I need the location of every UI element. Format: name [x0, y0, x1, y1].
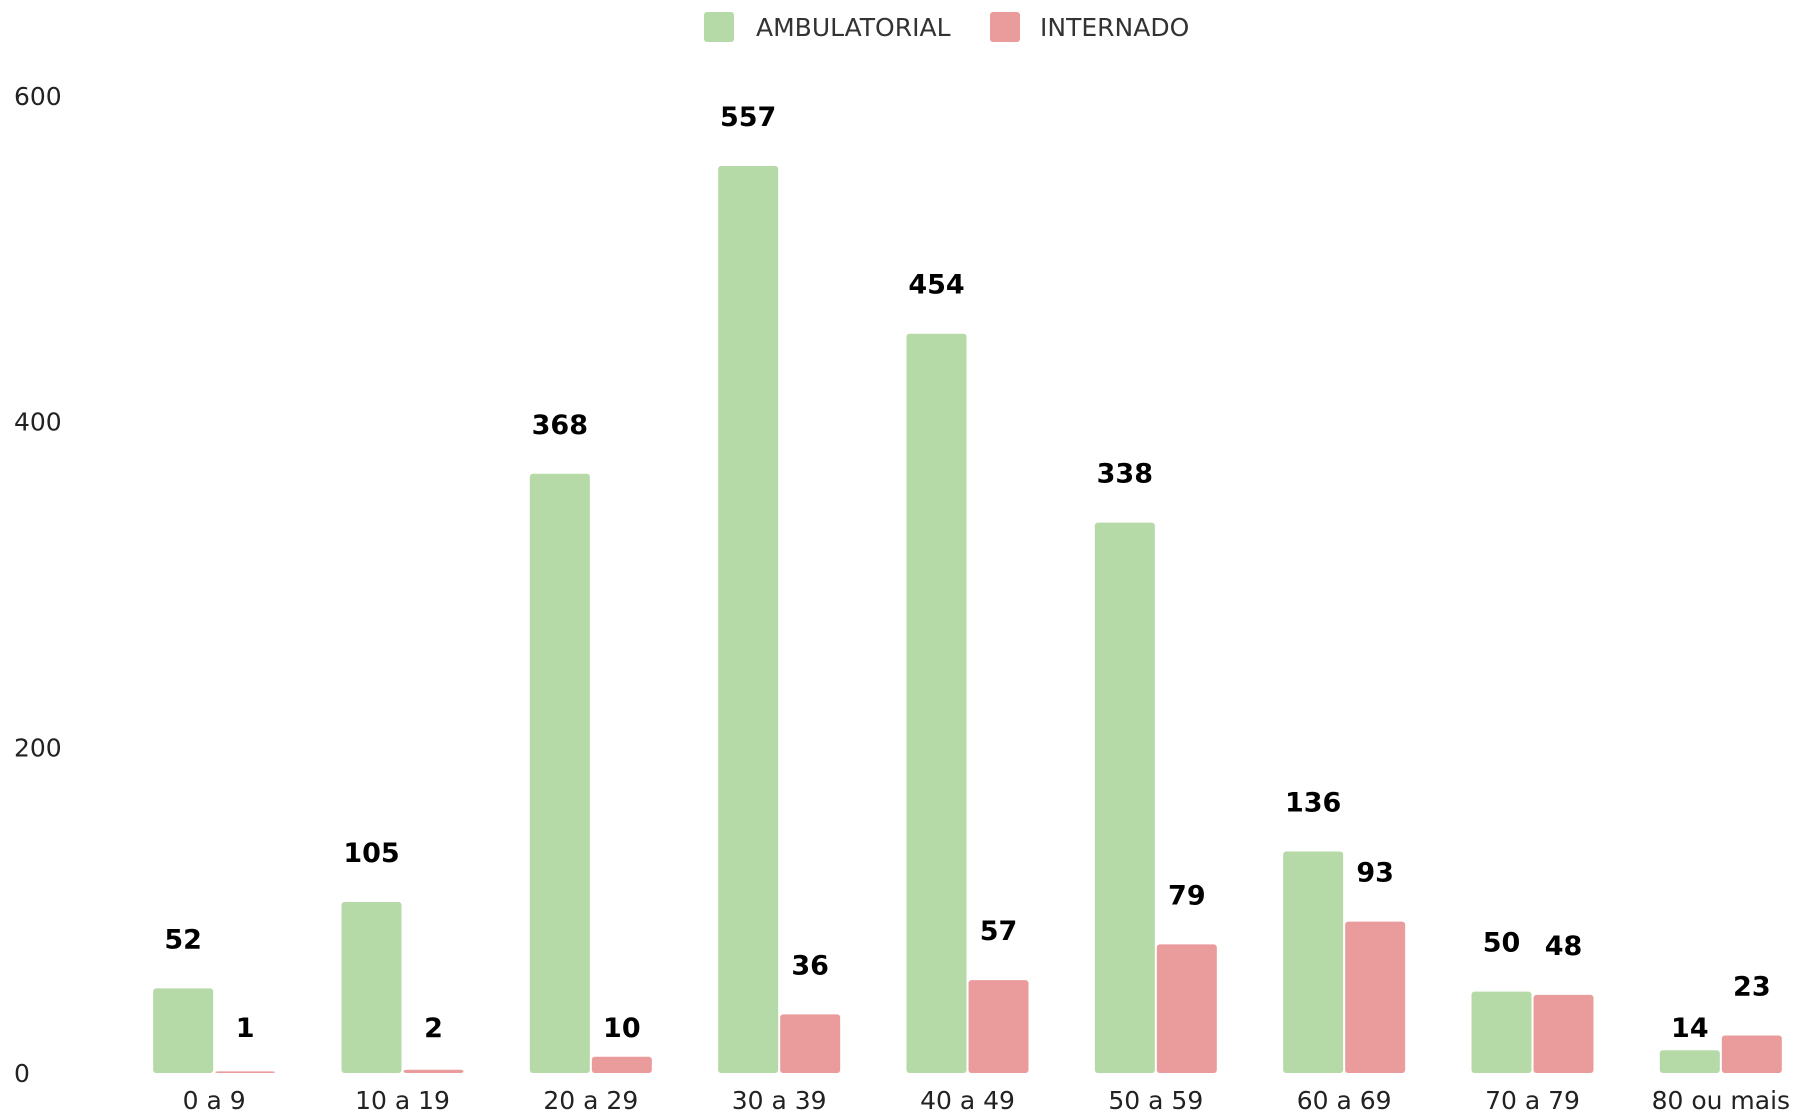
legend-swatch-2: [990, 12, 1020, 42]
data-label: 105: [343, 838, 399, 869]
x-tick-label: 60 a 69: [1297, 1086, 1392, 1115]
data-label: 10: [603, 1013, 641, 1044]
bar-internado: [1533, 994, 1594, 1073]
x-axis: 0 a 9 10 a 19 20 a 29 30 a 39 40 a 49 50 a 59…: [183, 1086, 1790, 1115]
data-label: 338: [1097, 459, 1153, 490]
data-label: 14: [1671, 1013, 1709, 1044]
data-label: 36: [791, 950, 829, 981]
y-axis: 0 200 400 600: [14, 82, 62, 1088]
bar-ambulatorial: [718, 166, 779, 1074]
data-label: 48: [1545, 931, 1583, 962]
bar-ambulatorial: [153, 988, 214, 1073]
bar-ambulatorial: [1094, 522, 1155, 1073]
bar-internado: [1345, 921, 1406, 1073]
bar-internado: [215, 1071, 276, 1073]
data-label: 557: [720, 102, 776, 133]
bar-internado: [1721, 1035, 1782, 1073]
bar-ambulatorial: [906, 333, 967, 1073]
data-label: 1: [236, 1013, 255, 1044]
data-label: 79: [1168, 880, 1206, 911]
legend-swatch-1: [704, 12, 734, 42]
bar-internado: [403, 1069, 464, 1073]
x-tick-label: 80 ou mais: [1652, 1086, 1791, 1115]
x-tick-label: 20 a 29: [543, 1086, 638, 1115]
y-tick-label: 400: [14, 408, 62, 437]
bars-layer: [153, 166, 1782, 1074]
bar-ambulatorial: [341, 902, 402, 1073]
bar-ambulatorial: [1283, 851, 1344, 1073]
bar-internado: [591, 1056, 652, 1073]
y-tick-label: 200: [14, 733, 62, 762]
bar-internado: [968, 980, 1029, 1073]
bar-internado: [1156, 944, 1217, 1073]
data-label: 50: [1483, 928, 1521, 959]
data-label: 93: [1356, 858, 1394, 889]
bar-ambulatorial: [529, 473, 590, 1074]
legend-label-1: AMBULATORIAL: [756, 13, 951, 42]
data-label: 23: [1733, 972, 1771, 1003]
x-tick-label: 40 a 49: [920, 1086, 1015, 1115]
data-label: 57: [980, 916, 1018, 947]
data-label: 52: [164, 924, 202, 955]
y-tick-label: 0: [14, 1059, 30, 1088]
chart-legend: AMBULATORIAL INTERNADO: [704, 12, 1189, 42]
x-tick-label: 10 a 19: [355, 1086, 450, 1115]
data-label: 2: [424, 1013, 443, 1044]
legend-label-2: INTERNADO: [1040, 13, 1189, 42]
data-label: 368: [532, 410, 588, 441]
x-tick-label: 50 a 59: [1108, 1086, 1203, 1115]
x-tick-label: 70 a 79: [1485, 1086, 1580, 1115]
bar-ambulatorial: [1471, 991, 1532, 1073]
x-tick-label: 0 a 9: [183, 1086, 246, 1115]
bar-ambulatorial: [1659, 1050, 1720, 1073]
data-label: 136: [1285, 788, 1341, 819]
bar-internado: [780, 1014, 841, 1073]
data-label: 454: [908, 270, 964, 301]
y-tick-label: 600: [14, 82, 62, 111]
x-tick-label: 30 a 39: [732, 1086, 827, 1115]
data-labels-layer: 52 1 105 2 368 10 557 36 454 57 338 79 136 93 50 48 14 23: [161, 99, 1773, 1047]
